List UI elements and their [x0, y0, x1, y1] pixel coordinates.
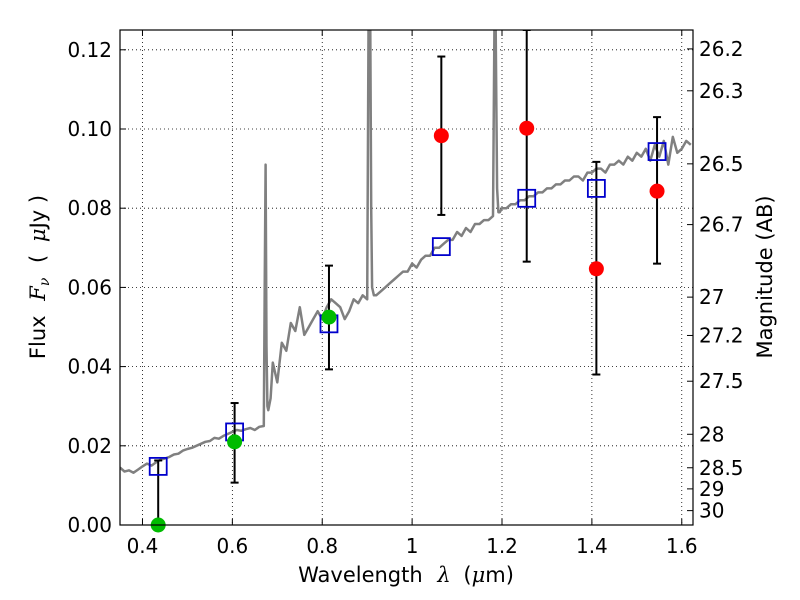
observed-point	[649, 183, 665, 199]
x-axis-title: Wavelength λ (μm)	[298, 563, 514, 587]
axes-frame	[119, 29, 694, 526]
x-axis-title-text: Wavelength	[298, 563, 423, 587]
observed-point	[227, 434, 243, 450]
x-axis-unit-open: (	[463, 563, 471, 587]
magnitude-axis-title: Magnitude (AB)	[753, 195, 777, 358]
grid-lines	[120, 30, 693, 526]
magnitude-tick-label: 27	[699, 285, 724, 309]
y-axis-nu: ν	[37, 277, 53, 286]
x-tick-label: 0.4	[127, 534, 159, 558]
x-axis-unit-mu: μ	[472, 563, 486, 587]
y-tick-label: 0.10	[67, 117, 112, 141]
y-axis-f: F	[26, 285, 50, 302]
magnitude-tick-label: 29	[699, 477, 724, 501]
model-square-marker	[517, 188, 537, 208]
y-tick-label: 0.06	[67, 275, 112, 299]
magnitude-tick-label: 26.7	[699, 213, 744, 237]
x-axis-unit-rest: m)	[485, 563, 514, 587]
observed-point	[433, 128, 449, 144]
y-axis-unit-open: (	[26, 255, 50, 263]
magnitude-tick-label: 26.2	[699, 37, 744, 61]
y-tick-label: 0.12	[67, 38, 112, 62]
y-axis-unit-rest: Jy )	[26, 195, 50, 231]
magnitude-tick-label: 30	[699, 499, 724, 523]
x-tick-label: 1	[406, 534, 419, 558]
spectrum-layer	[120, 30, 692, 474]
y-tick-label: 0.00	[67, 513, 112, 537]
model-square-marker	[431, 237, 451, 257]
x-tick-label: 0.8	[306, 534, 338, 558]
x-tick-label: 1.2	[486, 534, 518, 558]
errorbar-layer	[154, 30, 662, 525]
y-axis-unit-mu: μ	[26, 228, 50, 242]
observed-point	[519, 120, 535, 136]
x-axis: 0.4 0.6 0.8 1 1.2 1.4 1.6	[127, 30, 698, 558]
model-square-marker	[647, 142, 667, 161]
magnitude-tick-label: 28	[699, 422, 724, 446]
model-square-marker	[586, 178, 606, 198]
magnitude-tick-label: 27.2	[699, 323, 744, 347]
y-axis-title: Flux Fν ( μJy )	[26, 195, 54, 359]
marker-layer	[148, 120, 667, 533]
x-axis-lambda: λ	[436, 563, 450, 587]
x-tick-label: 1.6	[666, 534, 698, 558]
plot-area	[120, 30, 692, 533]
y-tick-label: 0.02	[67, 434, 112, 458]
magnitude-tick-label: 28.5	[699, 456, 744, 480]
x-tick-label: 1.4	[576, 534, 608, 558]
x-tick-label: 0.6	[216, 534, 248, 558]
spectrum-line	[120, 30, 692, 474]
y-tick-label: 0.08	[67, 196, 112, 220]
y-axis-title-text: Flux	[26, 315, 50, 359]
magnitude-tick-label: 27.5	[699, 369, 744, 393]
observed-point	[321, 309, 337, 325]
magnitude-tick-label: 26.3	[699, 79, 744, 103]
y-axis: 0.00 0.02 0.04 0.06 0.08 0.10 0.12	[67, 38, 126, 537]
observed-point	[588, 261, 604, 277]
model-square-marker	[148, 456, 168, 476]
y-tick-label: 0.04	[67, 355, 112, 379]
magnitude-tick-label: 26.5	[699, 152, 744, 176]
